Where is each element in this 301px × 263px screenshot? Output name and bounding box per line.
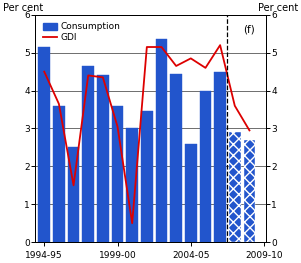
Legend: Consumption, GDI: Consumption, GDI: [42, 22, 121, 43]
Bar: [141, 112, 153, 242]
Text: Per cent: Per cent: [258, 3, 298, 13]
Bar: [156, 39, 167, 242]
Bar: [112, 106, 123, 242]
Bar: [97, 75, 109, 242]
Bar: [38, 47, 50, 242]
Bar: [68, 148, 79, 242]
Bar: [229, 132, 240, 242]
Text: Per cent: Per cent: [3, 3, 43, 13]
Bar: [126, 129, 138, 242]
Bar: [244, 140, 255, 242]
Bar: [214, 72, 226, 242]
Bar: [53, 106, 65, 242]
Bar: [200, 90, 211, 242]
Bar: [185, 144, 197, 242]
Bar: [170, 74, 182, 242]
Bar: [82, 66, 94, 242]
Text: (f): (f): [244, 24, 255, 34]
